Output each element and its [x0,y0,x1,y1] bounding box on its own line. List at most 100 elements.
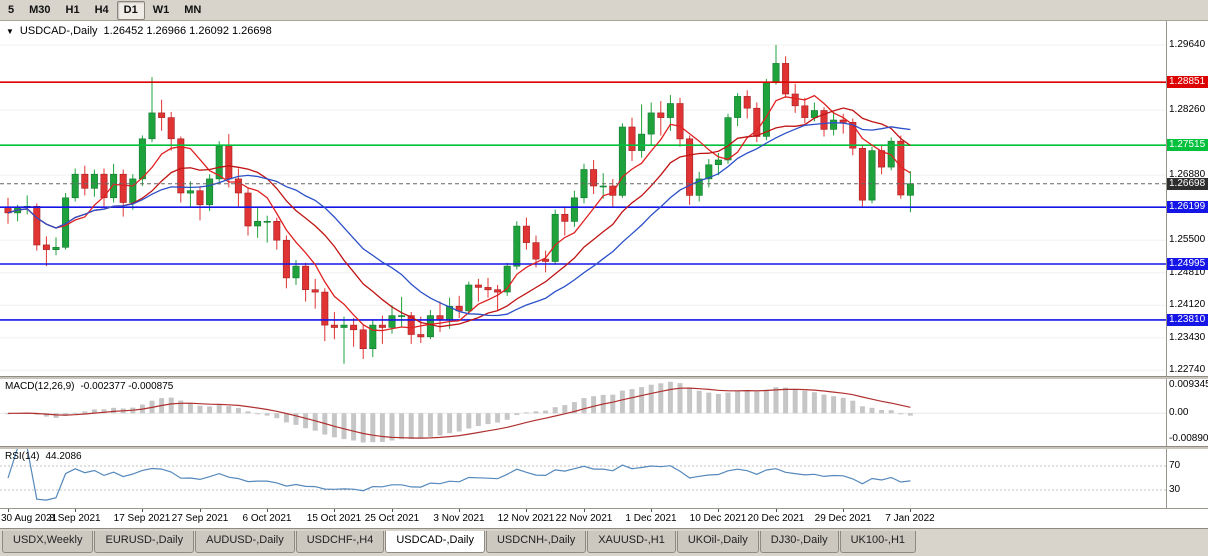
macd-histogram-bar [264,413,270,416]
date-tick-label: 30 Aug 2021 [1,513,58,524]
macd-histogram-bar [53,413,59,418]
macd-histogram-bar [43,413,49,417]
ma-20-line [7,122,911,317]
date-tick-label: 7 Jan 2022 [885,513,935,524]
tab-eurusd-daily[interactable]: EURUSD-,Daily [94,531,195,553]
ma-6-line [7,94,911,332]
macd-histogram-bar [82,411,88,414]
ma-13-line [7,107,911,328]
timeframe-button-w1[interactable]: W1 [152,3,170,16]
price-tick-label: 1.29640 [1169,39,1206,50]
date-tick-mark [651,509,652,512]
chart-tab-bar: USDX,Weekly EURUSD-,Daily AUDUSD-,Daily USD… [0,528,1208,556]
time-axis[interactable]: 30 Aug 2021 8 Sep 2021 17 Sep 2021 27 Sep 2… [0,509,1166,528]
macd-histogram-bar [178,400,184,414]
symbol-marker-icon: ▼ [6,26,14,36]
date-tick-label: 17 Sep 2021 [113,513,171,524]
pane-separator[interactable] [0,446,1208,449]
macd-histogram-bar [831,396,837,414]
tab-audusd-daily[interactable]: AUDUSD-,Daily [195,531,295,553]
price-scale[interactable]: 1.29640 1.28260 1.26880 1.25500 1.24810 1.241… [1167,0,1208,528]
price-chart-pane[interactable] [0,20,1166,376]
date-tick-mark [8,509,9,512]
date-tick-mark [910,509,911,512]
rsi-indicator-pane[interactable] [0,448,1166,508]
macd-histogram-bar [754,391,760,414]
macd-histogram-bar [706,392,712,414]
level-price-tag: 1.26199 [1167,201,1208,213]
macd-histogram-bar [821,394,827,414]
macd-axis-label: 0.009345 [1169,379,1208,390]
date-tick-mark [526,509,527,512]
macd-histogram-bar [677,383,683,414]
macd-histogram-bar [283,413,289,423]
price-tick-label: 1.22740 [1169,364,1206,375]
timeframe-button-h4[interactable]: H4 [94,3,109,16]
macd-histogram-bar [360,413,366,443]
macd-histogram-bar [619,390,625,414]
macd-histogram-bar [802,390,808,414]
macd-histogram-bar [379,413,385,442]
macd-signal-line [8,387,911,439]
macd-histogram-bar [696,390,702,414]
macd-histogram-bar [466,413,472,429]
timeframe-button-mn[interactable]: MN [184,3,202,16]
macd-histogram-bar [216,405,222,414]
macd-histogram-bar [168,397,174,414]
timeframe-button-d1[interactable]: D1 [116,0,145,20]
tab-usdx-weekly[interactable]: USDX,Weekly [2,531,94,553]
level-price-tag: 1.24995 [1167,258,1208,270]
macd-histogram-bar [735,390,741,414]
macd-histogram-bar [72,412,78,414]
tab-usdchf-h4[interactable]: USDCHF-,H4 [295,531,385,553]
tab-usdcnh-daily[interactable]: USDCNH-,Daily [485,531,587,553]
macd-histogram-bar [523,412,529,414]
macd-histogram-bar [591,396,597,414]
macd-histogram-bar [255,413,261,415]
macd-histogram-bar [715,393,721,414]
tab-uk100-h1[interactable]: UK100-,H1 [839,531,917,553]
date-tick-mark [776,509,777,512]
timeframe-button-m30[interactable]: M30 [29,3,51,16]
macd-histogram-bar [341,413,347,440]
timeframe-button-h1[interactable]: H1 [65,3,80,16]
macd-indicator-pane[interactable] [0,378,1166,446]
macd-histogram-bar [101,409,107,414]
price-tick-label: 1.28260 [1169,104,1206,115]
macd-label: MACD(12,26,9) [5,381,75,392]
rsi-value: 44.2086 [45,451,82,462]
chart-header: ▼ USDCAD-,Daily 1.26452 1.26966 1.26092 … [6,25,272,37]
date-tick-label: 15 Oct 2021 [306,513,362,524]
macd-histogram-bar [562,405,568,414]
macd-histogram-bar [274,413,280,419]
current-price-tag: 1.26698 [1167,178,1208,190]
rsi-level-label: 70 [1169,460,1181,471]
macd-values: -0.002377 -0.000875 [80,381,174,392]
level-price-tag: 1.27515 [1167,139,1208,151]
macd-histogram-bar [475,413,481,426]
date-tick-mark [75,509,76,512]
macd-histogram-bar [226,406,232,414]
macd-histogram-bar [495,413,501,423]
macd-histogram-bar [639,387,645,414]
price-tick-label: 1.23430 [1169,332,1206,343]
macd-histogram-bar [418,413,424,439]
timeframe-button-5[interactable]: 5 [8,3,15,16]
rsi-header: RSI(14) 44.2086 [5,451,82,462]
rsi-line [7,448,911,501]
date-tick-label: 22 Nov 2021 [555,513,613,524]
tab-usdcad-daily[interactable]: USDCAD-,Daily [385,531,485,553]
macd-histogram-bar [907,413,913,416]
date-tick-mark [718,509,719,512]
date-tick-mark [200,509,201,512]
macd-histogram-bar [840,397,846,414]
tab-xauusd-h1[interactable]: XAUUSD-,H1 [587,531,676,553]
macd-histogram-bar [399,413,405,440]
date-tick-label: 3 Nov 2021 [433,513,485,524]
macd-histogram-bar [543,410,549,414]
tab-dj30-daily[interactable]: DJ30-,Daily [759,531,839,553]
macd-histogram-bar [514,413,520,416]
tab-ukoil-daily[interactable]: UKOil-,Daily [676,531,759,553]
pane-separator[interactable] [0,376,1208,379]
